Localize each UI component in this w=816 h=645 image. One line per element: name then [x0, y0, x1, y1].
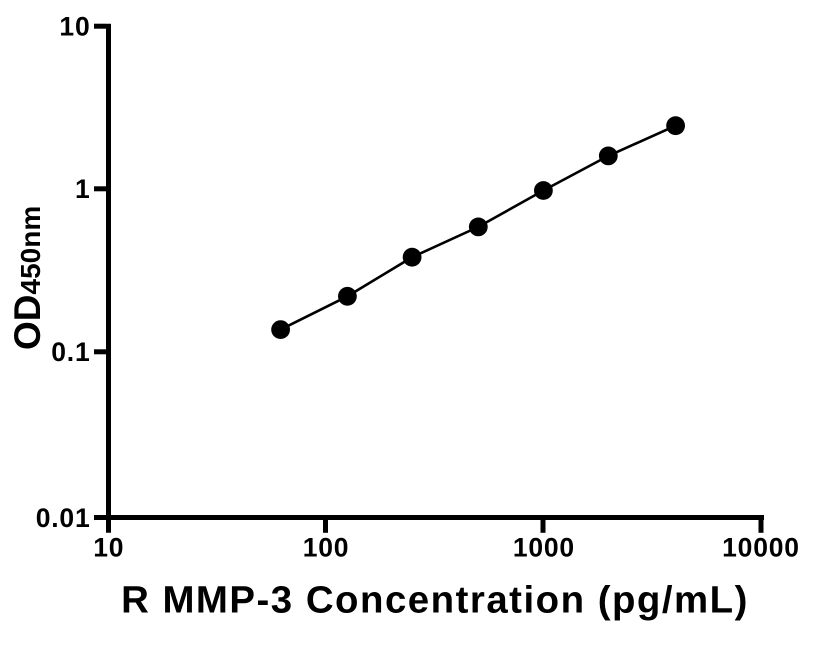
svg-text:10000: 10000 [722, 532, 800, 562]
svg-text:R MMP-3 Concentration (pg/mL): R MMP-3 Concentration (pg/mL) [121, 579, 749, 622]
svg-text:1: 1 [75, 174, 91, 204]
svg-text:100: 100 [303, 532, 350, 562]
svg-text:10: 10 [59, 11, 90, 41]
svg-text:OD450nm: OD450nm [7, 206, 48, 350]
svg-text:1000: 1000 [513, 532, 575, 562]
svg-text:10: 10 [93, 532, 124, 562]
svg-text:0.1: 0.1 [51, 337, 90, 367]
svg-text:0.01: 0.01 [36, 503, 91, 533]
